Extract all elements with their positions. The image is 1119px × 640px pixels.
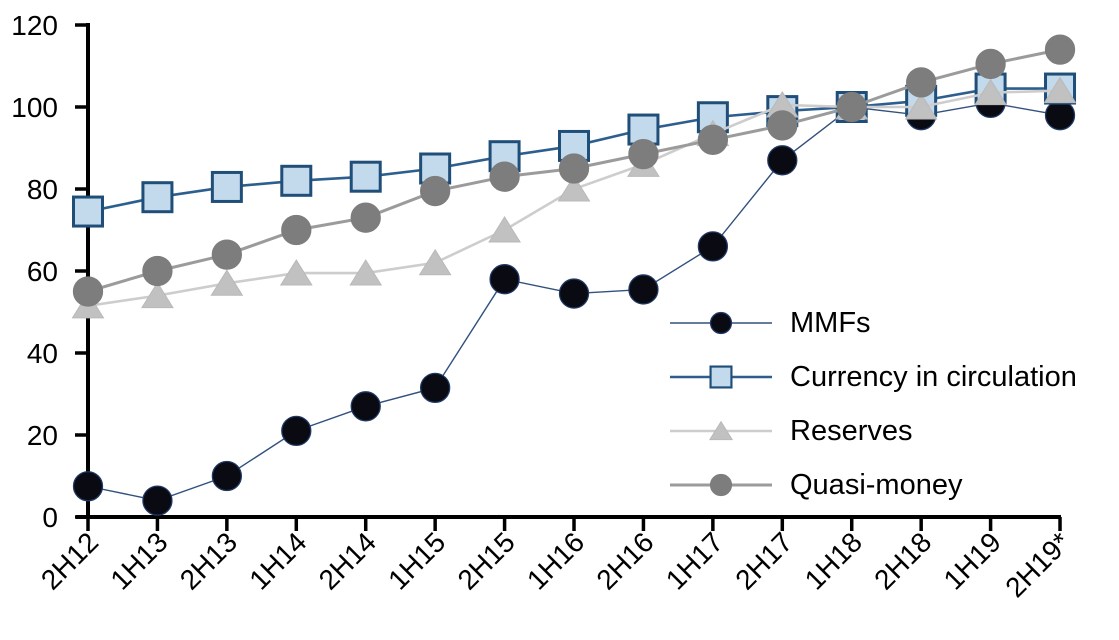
circle-marker-icon	[419, 372, 451, 404]
triangle-marker-icon	[557, 175, 591, 202]
y-tick-label: 40	[27, 338, 58, 369]
triangle-marker-icon	[418, 248, 452, 276]
quasi-money-marker-icon	[670, 473, 772, 497]
square-marker-icon	[72, 195, 104, 228]
legend-item-quasi-money: Quasi-money	[668, 458, 1077, 512]
legend-item-reserves: Reserves	[668, 404, 1077, 458]
circle-marker-icon	[1044, 34, 1076, 65]
circle-marker-icon	[975, 48, 1006, 80]
currency-marker-icon	[670, 365, 772, 389]
circle-marker-icon	[767, 110, 798, 141]
x-tick-label: 2H15	[452, 526, 521, 595]
circle-marker-icon	[558, 278, 590, 309]
x-tick-label: 2H16	[590, 526, 659, 595]
triangle-marker-icon	[904, 93, 938, 120]
x-tick-label: 2H13	[174, 526, 243, 595]
legend-item-currency: Currency in circulation	[668, 350, 1077, 404]
circle-marker-icon	[697, 231, 729, 262]
series-3	[72, 34, 1076, 307]
circle-marker-icon	[281, 214, 312, 246]
circle-marker-icon	[906, 67, 937, 98]
square-marker-icon	[141, 181, 174, 214]
reserves-marker-icon	[670, 420, 772, 441]
x-tick-label: 1H19	[938, 526, 1007, 595]
x-tick-label: 1H14	[243, 526, 312, 595]
circle-marker-icon	[142, 485, 173, 516]
circle-marker-icon	[709, 473, 733, 497]
y-tick-label: 120	[11, 10, 58, 41]
y-tick-label: 100	[11, 92, 58, 123]
circle-marker-icon	[628, 138, 659, 170]
x-tick-label: 1H15	[382, 526, 451, 595]
circle-marker-icon	[72, 471, 104, 502]
circle-marker-icon	[489, 264, 520, 295]
x-tick-label: 1H17	[660, 526, 729, 595]
circle-marker-icon	[836, 91, 867, 123]
triangle-marker-icon	[1043, 76, 1077, 104]
circle-marker-icon	[628, 274, 659, 305]
triangle-marker-icon	[141, 281, 174, 309]
circle-marker-icon	[489, 161, 520, 192]
circle-marker-icon	[709, 311, 733, 335]
triangle-marker-icon	[349, 259, 383, 286]
x-tick-label: 1H18	[799, 526, 868, 595]
triangle-marker-icon	[279, 259, 313, 286]
x-tick-label: 1H16	[521, 526, 590, 595]
square-marker-icon	[210, 170, 243, 203]
circle-marker-icon	[558, 153, 590, 184]
triangle-marker-icon	[488, 216, 521, 243]
square-marker-icon	[709, 365, 733, 389]
circle-marker-icon	[419, 175, 451, 207]
circle-marker-icon	[350, 202, 381, 233]
y-tick-label: 20	[27, 420, 58, 451]
circle-marker-icon	[211, 460, 243, 492]
triangle-marker-icon	[210, 269, 244, 296]
legend-item-mmfs: MMFs	[668, 296, 1077, 350]
legend-label-mmfs: MMFs	[790, 306, 871, 339]
square-marker-icon	[280, 164, 313, 197]
y-tick-label: 60	[27, 256, 58, 287]
circle-marker-icon	[697, 124, 729, 155]
legend-label-reserves: Reserves	[790, 414, 913, 447]
legend: MMFs Currency in circulation Reserves Qu…	[668, 296, 1077, 512]
x-tick-label: 2H19*	[999, 526, 1076, 603]
circle-marker-icon	[767, 145, 798, 176]
mmfs-marker-icon	[670, 311, 772, 335]
x-tick-label: 2H14	[313, 526, 382, 595]
circle-marker-icon	[72, 276, 104, 307]
legend-label-currency: Currency in circulation	[790, 360, 1077, 393]
x-tick-label: 2H12	[35, 526, 104, 595]
y-tick-label: 80	[27, 174, 58, 205]
x-tick-label: 1H13	[104, 526, 173, 595]
square-marker-icon	[349, 160, 382, 193]
y-tick-label: 0	[42, 502, 58, 533]
x-tick-label: 2H18	[868, 526, 937, 595]
legend-label-quasi-money: Quasi-money	[790, 468, 963, 501]
circle-marker-icon	[350, 391, 381, 422]
x-tick-label: 2H17	[729, 526, 798, 595]
triangle-marker-icon	[974, 78, 1007, 106]
circle-marker-icon	[1044, 100, 1076, 131]
triangle-marker-icon	[708, 420, 734, 441]
circle-marker-icon	[281, 415, 312, 447]
circle-marker-icon	[211, 239, 243, 270]
circle-marker-icon	[142, 255, 173, 287]
